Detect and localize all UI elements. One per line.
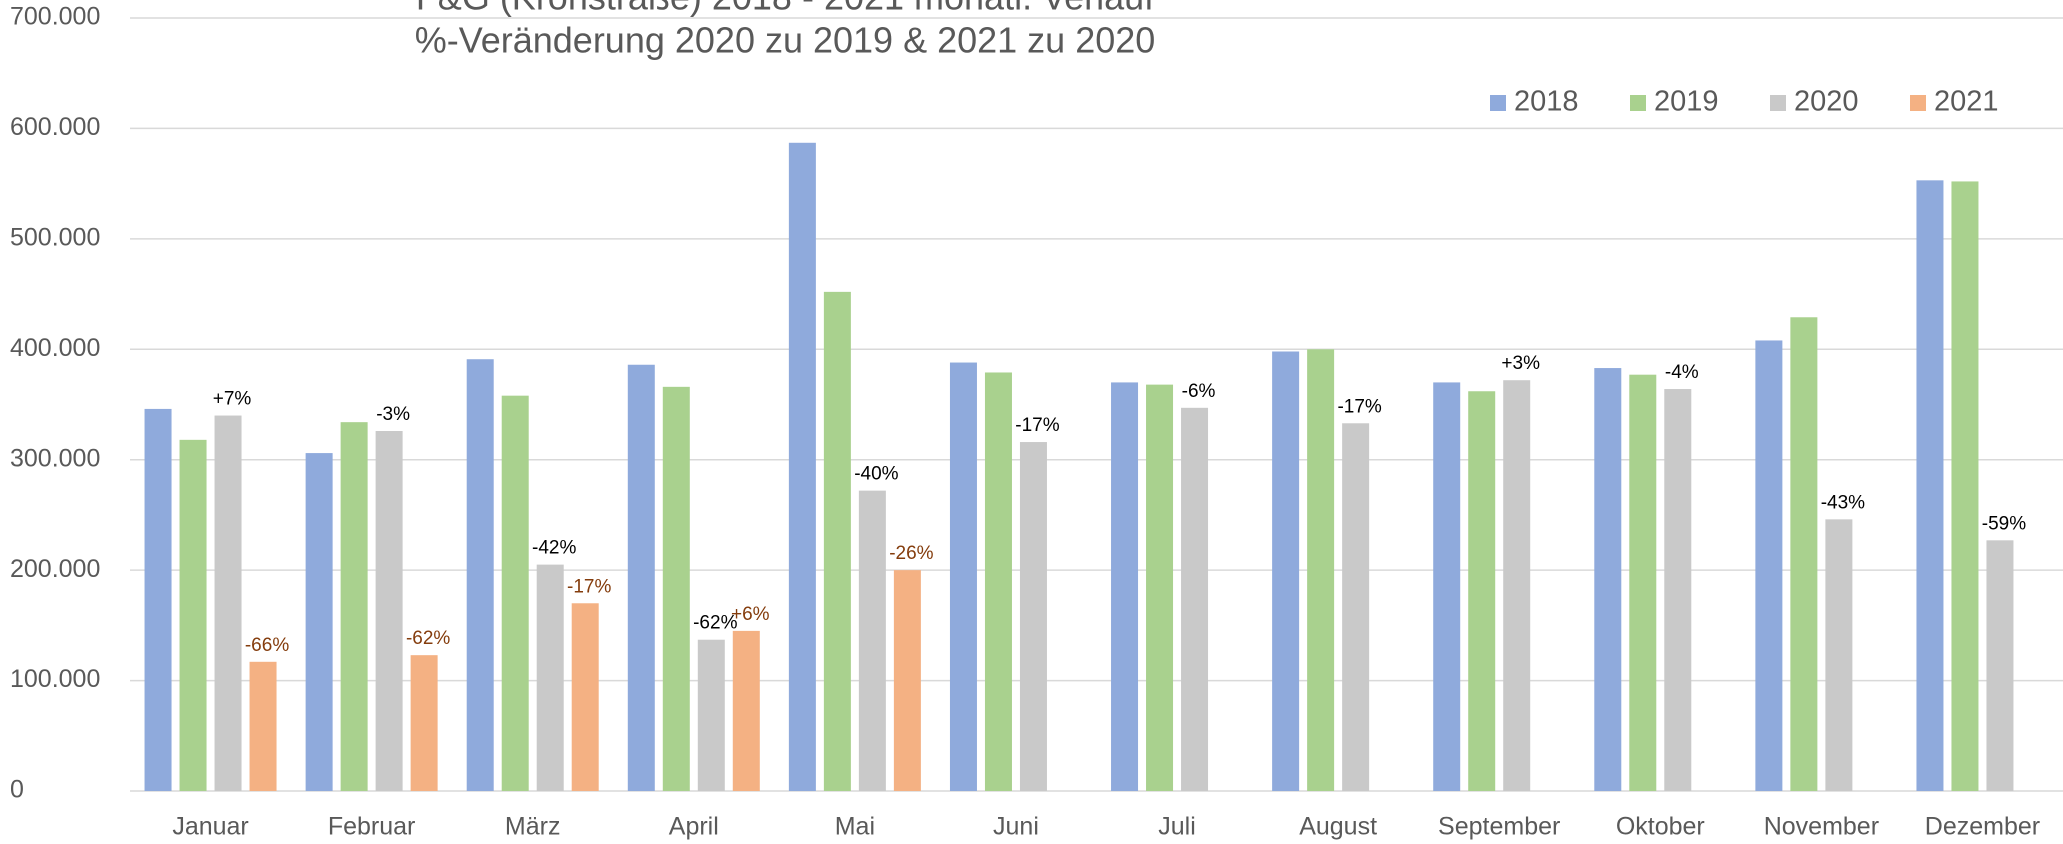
bar [1825,519,1853,791]
bar [1790,317,1818,791]
bar [571,603,599,791]
bar [340,422,368,791]
bar [949,362,977,791]
bar [732,630,760,791]
annotation: +3% [1501,353,1540,374]
annotation: -17% [1337,396,1381,417]
y-tick-label: 600.000 [10,113,100,141]
annotation: +7% [213,389,252,410]
bar [823,291,851,791]
bar [1503,380,1531,791]
bar [893,570,921,791]
bar [1468,391,1496,791]
bar [1019,442,1047,791]
annotation: -26% [889,543,933,564]
bar [1986,540,2014,791]
y-tick-label: 300.000 [10,444,100,472]
y-tick-label: 0 [10,776,24,804]
bar [1111,382,1139,791]
legend-label: 2018 [1514,86,1579,118]
x-tick-label: Februar [328,813,416,841]
y-tick-label: 400.000 [10,334,100,362]
bar [1181,407,1209,791]
x-tick-label: April [669,813,719,841]
bar [466,359,494,791]
bar [536,564,564,791]
legend-label: 2020 [1794,86,1859,118]
bar [1272,351,1300,791]
bar [249,661,277,791]
annotation: -59% [1982,513,2026,534]
legend-swatch [1630,95,1646,111]
annotation: -43% [1821,492,1865,513]
x-tick-label: Juli [1158,813,1196,841]
y-tick-label: 700.000 [10,3,100,31]
annotation: -40% [854,464,898,485]
bar [788,142,816,791]
legend-label: 2019 [1654,86,1719,118]
bar [1342,423,1370,791]
bar [410,655,438,791]
annotation: +6% [731,604,770,625]
legend-swatch [1490,95,1506,111]
bar [179,439,207,791]
x-tick-label: November [1764,813,1879,841]
annotation: -17% [1015,415,1059,436]
y-tick-label: 500.000 [10,223,100,251]
bar [501,395,529,791]
annotation: -42% [532,538,576,559]
annotation: -4% [1665,362,1699,383]
x-tick-label: September [1438,813,1560,841]
y-tick-label: 200.000 [10,555,100,583]
legend-label: 2021 [1934,86,1999,118]
bar [627,364,655,791]
annotation: -62% [406,628,450,649]
annotation: -6% [1182,381,1216,402]
x-tick-label: Oktober [1616,813,1705,841]
legend-swatch [1770,95,1786,111]
bar [1594,368,1622,791]
bar [1307,349,1335,791]
chart-subtitle: %-Veränderung 2020 zu 2019 & 2021 zu 202… [415,20,1156,61]
bar [1146,384,1174,791]
bar [697,639,725,791]
bar [1664,389,1692,791]
bar [375,431,403,791]
chart-title: F&G (Kronstraße) 2018 - 2021 monatl. Ver… [416,0,1155,18]
y-tick-label: 100.000 [10,665,100,693]
bar [214,415,242,791]
x-tick-label: Januar [172,813,248,841]
bar [1951,181,1979,792]
x-tick-label: Mai [835,813,875,841]
bar [1629,374,1657,791]
bar [305,453,333,791]
annotation: -62% [693,613,737,634]
bar [1916,180,1944,791]
x-tick-label: März [505,813,561,841]
bar [984,372,1012,791]
bar [144,408,172,791]
annotation: -66% [245,635,289,656]
bar [1755,340,1783,791]
x-tick-label: August [1299,813,1377,841]
x-tick-label: Dezember [1925,813,2040,841]
bar [1433,382,1461,791]
bar [858,490,886,791]
bar [662,386,690,791]
annotation: -17% [567,576,611,597]
annotation: -3% [376,404,410,425]
x-tick-label: Juni [993,813,1039,841]
legend-swatch [1910,95,1926,111]
